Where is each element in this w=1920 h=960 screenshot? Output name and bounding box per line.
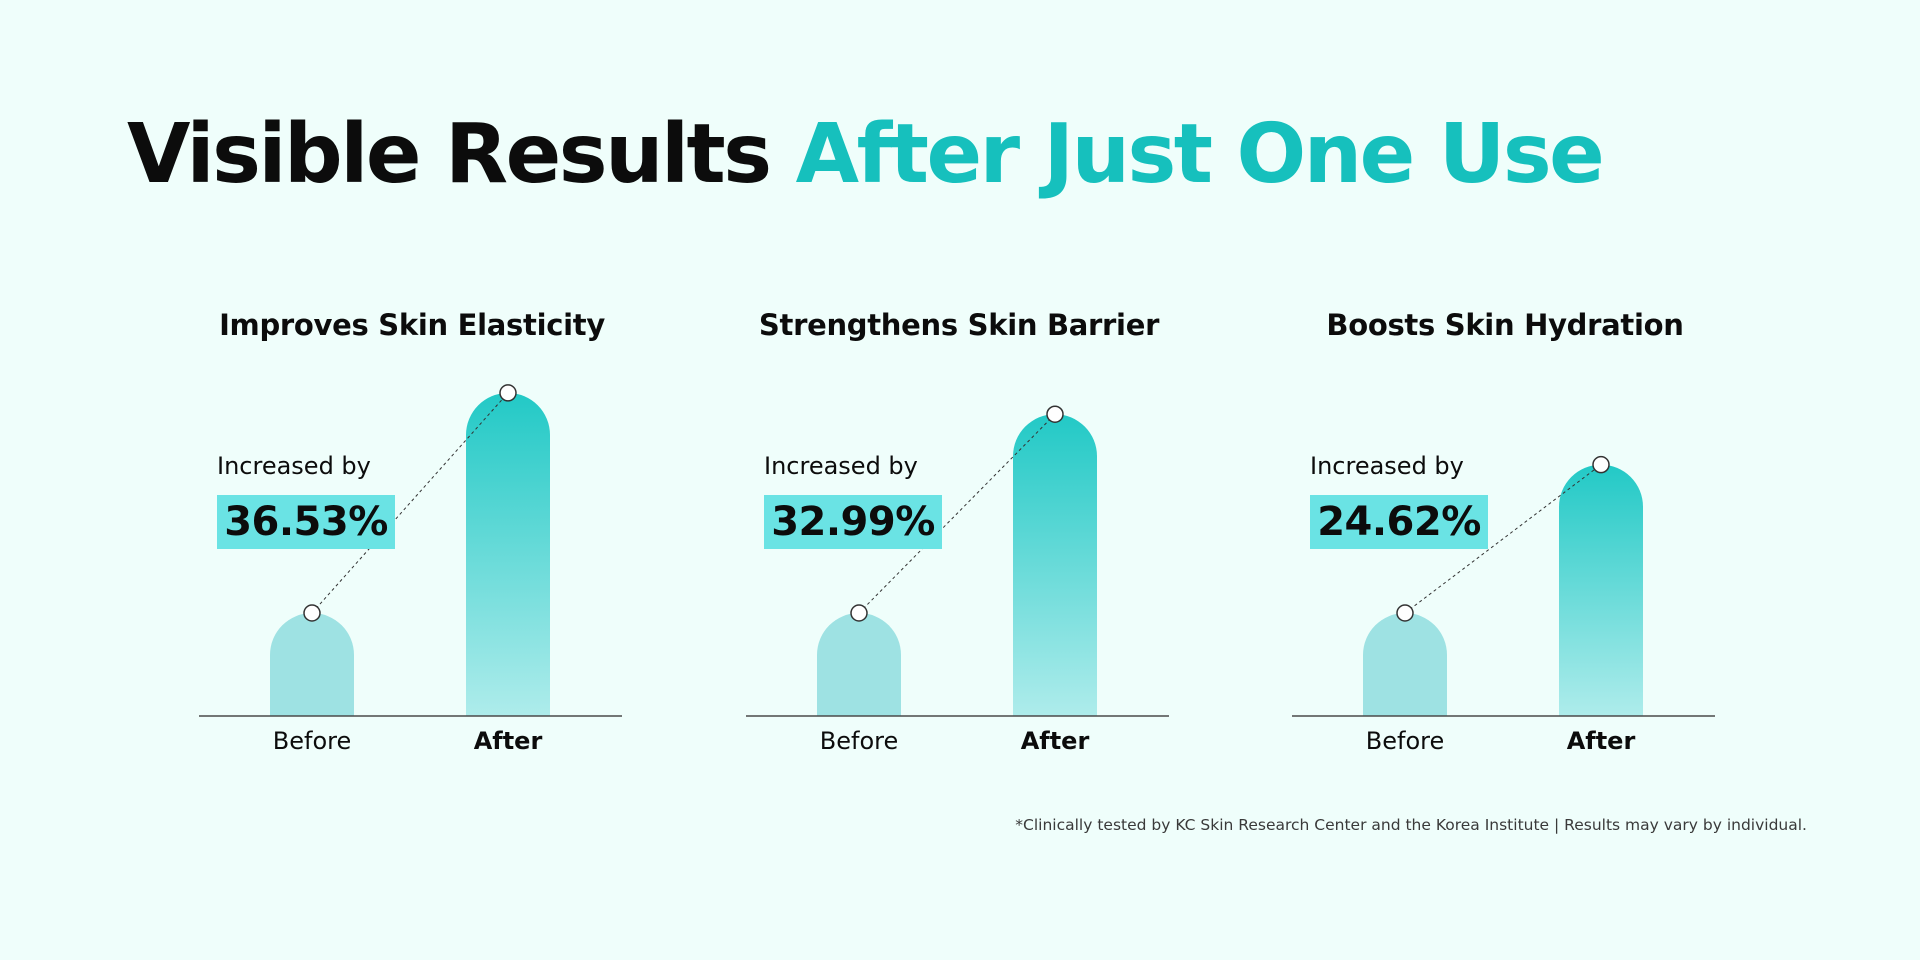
bar-before [1363,613,1447,716]
before-top-marker [303,604,321,622]
bar-after [466,392,550,716]
chart-panel-hydration: Boosts Skin Hydration Increased by 24.62… [1245,300,1765,770]
increase-label: Increased by [217,452,371,480]
increase-value: 36.53% [224,499,388,545]
bar-after [1559,464,1643,716]
chart-title: Boosts Skin Hydration [1326,308,1684,342]
after-top-marker [1046,405,1064,423]
chart-panel-elasticity: Improves Skin Elasticity Increased by 36… [152,300,672,770]
before-top-marker [1396,604,1414,622]
category-label-before: Before [1365,727,1445,755]
category-label-after: After [1566,727,1636,755]
trend-connector-line [1404,464,1602,614]
headline-accent: After Just One Use [795,107,1605,202]
increase-value-box: 36.53% [217,495,395,549]
increase-label: Increased by [764,452,918,480]
trend-connector-line [858,413,1056,614]
category-label-before: Before [819,727,899,755]
category-label-after: After [473,727,543,755]
chart-title: Improves Skin Elasticity [219,308,605,342]
before-top-marker [850,604,868,622]
chart-title: Strengthens Skin Barrier [758,308,1160,342]
disclaimer-footnote: *Clinically tested by KC Skin Research C… [1015,816,1807,834]
increase-label: Increased by [1310,452,1464,480]
increase-value-box: 32.99% [764,495,942,549]
chart-panel-barrier: Strengthens Skin Barrier Increased by 32… [699,300,1219,770]
increase-value: 24.62% [1317,499,1481,545]
increase-value-box: 24.62% [1310,495,1488,549]
bar-before [817,613,901,716]
chart-svg [746,405,1169,717]
bar-before [270,613,354,716]
bar-after [1013,414,1097,716]
after-top-marker [499,384,517,402]
chart-svg [199,384,622,717]
headline-main: Visible Results [127,107,796,202]
page-headline: Visible Results After Just One Use [127,107,1605,202]
after-top-marker [1592,455,1610,474]
category-label-before: Before [272,727,352,755]
trend-connector-line [311,392,509,614]
chart-svg [1292,455,1715,717]
increase-value: 32.99% [771,499,935,545]
category-label-after: After [1020,727,1090,755]
